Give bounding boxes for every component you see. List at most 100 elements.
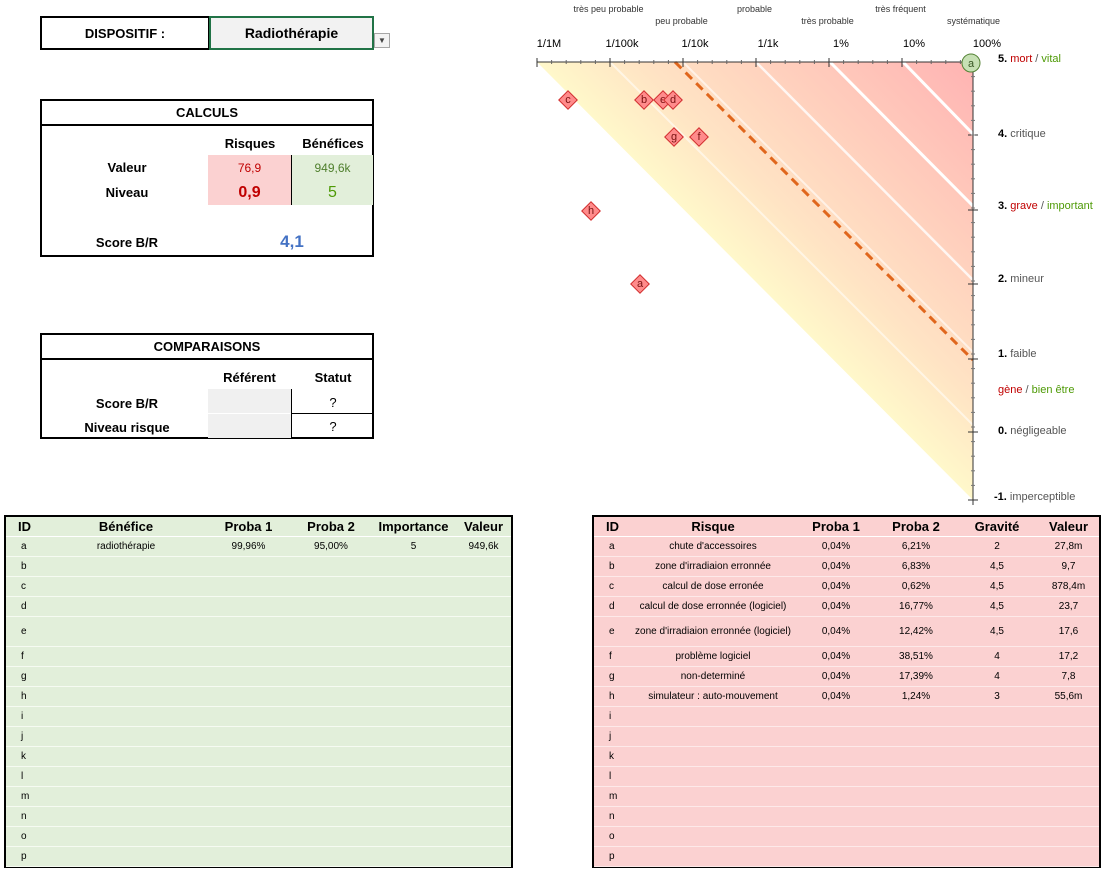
table-cell[interactable]: g: [21, 670, 27, 682]
table-row[interactable]: g: [6, 667, 511, 687]
table-row[interactable]: c: [6, 577, 511, 597]
table-cell[interactable]: 4,5: [990, 560, 1004, 572]
table-cell[interactable]: non-determiné: [680, 670, 746, 682]
table-cell[interactable]: m: [21, 790, 30, 802]
table-cell[interactable]: 0,04%: [821, 600, 851, 612]
niveau-benefices-cell[interactable]: 5: [292, 180, 373, 205]
table-row[interactable]: c calcul de dose erronée 0,04% 0,62% 4,5 878,…: [594, 577, 1099, 597]
table-cell[interactable]: h: [21, 690, 27, 702]
table-cell[interactable]: e: [21, 625, 27, 637]
table-cell[interactable]: i: [609, 710, 612, 722]
table-cell[interactable]: o: [21, 830, 27, 842]
table-row[interactable]: p: [6, 847, 511, 867]
table-cell[interactable]: a: [609, 540, 615, 552]
table-row[interactable]: n: [6, 807, 511, 827]
table-cell[interactable]: e: [609, 625, 615, 637]
table-row[interactable]: o: [594, 827, 1099, 847]
table-cell[interactable]: radiothérapie: [96, 540, 156, 552]
table-row[interactable]: f: [6, 647, 511, 667]
table-cell[interactable]: 949,6k: [468, 540, 499, 552]
table-cell[interactable]: p: [609, 850, 615, 862]
table-cell[interactable]: 6,21%: [901, 540, 931, 552]
table-cell[interactable]: 878,4m: [1051, 580, 1086, 592]
table-cell[interactable]: d: [21, 600, 27, 612]
table-row[interactable]: j: [6, 727, 511, 747]
risk-marker[interactable]: b: [634, 90, 654, 110]
table-cell[interactable]: 0,04%: [821, 560, 851, 572]
table-cell[interactable]: g: [609, 670, 615, 682]
table-row[interactable]: g non-determiné 0,04% 17,39% 4 7,8: [594, 667, 1099, 687]
table-cell[interactable]: 0,04%: [821, 650, 851, 662]
table-row[interactable]: f problème logiciel 0,04% 38,51% 4 17,2: [594, 647, 1099, 667]
table-cell[interactable]: 17,2: [1058, 650, 1079, 662]
table-cell[interactable]: 3: [994, 690, 1000, 702]
table-row[interactable]: e zone d'irradiaion erronnée (logiciel) 0,…: [594, 617, 1099, 647]
table-cell[interactable]: m: [609, 790, 618, 802]
table-cell[interactable]: zone d'irradiaion erronnée: [655, 560, 771, 572]
table-cell[interactable]: i: [21, 710, 24, 722]
valeur-risques-cell[interactable]: 76,9: [208, 155, 291, 180]
table-row[interactable]: a chute d'accessoires 0,04% 6,21% 2 27,8m: [594, 537, 1099, 557]
table-row[interactable]: l: [594, 767, 1099, 787]
table-cell[interactable]: chute d'accessoires: [669, 540, 757, 552]
table-cell[interactable]: l: [609, 770, 612, 782]
table-row[interactable]: j: [594, 727, 1099, 747]
table-cell[interactable]: j: [609, 730, 612, 742]
table-cell[interactable]: 7,8: [1061, 670, 1076, 682]
table-row[interactable]: b zone d'irradiaion erronnée 0,04% 6,83% 4,5…: [594, 557, 1099, 577]
dispositif-value-cell[interactable]: Radiothérapie: [209, 16, 374, 50]
table-cell[interactable]: 27,8m: [1054, 540, 1083, 552]
table-cell[interactable]: 4,5: [990, 600, 1004, 612]
table-cell[interactable]: f: [21, 650, 24, 662]
table-cell[interactable]: 17,6: [1058, 625, 1079, 637]
table-cell[interactable]: calcul de dose erronnée (logiciel): [639, 600, 787, 612]
table-row[interactable]: d: [6, 597, 511, 617]
table-row[interactable]: d calcul de dose erronnée (logiciel) 0,04%…: [594, 597, 1099, 617]
table-cell[interactable]: c: [609, 580, 614, 592]
table-cell[interactable]: 0,04%: [821, 540, 851, 552]
table-cell[interactable]: h: [609, 690, 615, 702]
table-cell[interactable]: k: [21, 750, 26, 762]
table-cell[interactable]: 95,00%: [314, 540, 348, 552]
table-cell[interactable]: 16,77%: [899, 600, 933, 612]
table-row[interactable]: h simulateur : auto-mouvement 0,04% 1,24% 3 5…: [594, 687, 1099, 707]
table-cell[interactable]: 0,04%: [821, 690, 851, 702]
referent-score-input[interactable]: [208, 389, 291, 413]
table-cell[interactable]: p: [21, 850, 27, 862]
table-cell[interactable]: n: [609, 810, 615, 822]
table-cell[interactable]: 12,42%: [899, 625, 933, 637]
table-cell[interactable]: d: [609, 600, 615, 612]
risk-marker[interactable]: d: [663, 90, 683, 110]
table-cell[interactable]: a: [21, 540, 27, 552]
table-cell[interactable]: 2: [994, 540, 1000, 552]
table-cell[interactable]: 4,5: [990, 580, 1004, 592]
table-cell[interactable]: 55,6m: [1054, 690, 1083, 702]
table-row[interactable]: a radiothérapie 99,96% 95,00% 5 949,6k: [6, 537, 511, 557]
table-cell[interactable]: 5: [410, 540, 417, 552]
table-row[interactable]: i: [6, 707, 511, 727]
table-cell[interactable]: 0,04%: [821, 670, 851, 682]
table-cell[interactable]: 6,83%: [901, 560, 931, 572]
risk-marker[interactable]: h: [581, 201, 601, 221]
table-row[interactable]: p: [594, 847, 1099, 867]
table-row[interactable]: k: [594, 747, 1099, 767]
niveau-risques-cell[interactable]: 0,9: [208, 180, 291, 205]
table-cell[interactable]: o: [609, 830, 615, 842]
table-cell[interactable]: 4: [994, 670, 1000, 682]
table-cell[interactable]: 23,7: [1058, 600, 1079, 612]
table-cell[interactable]: 1,24%: [901, 690, 931, 702]
table-row[interactable]: m: [6, 787, 511, 807]
table-row[interactable]: m: [594, 787, 1099, 807]
table-row[interactable]: k: [6, 747, 511, 767]
table-row[interactable]: i: [594, 707, 1099, 727]
table-cell[interactable]: problème logiciel: [675, 650, 751, 662]
table-cell[interactable]: c: [21, 580, 26, 592]
risk-marker[interactable]: a: [630, 274, 650, 294]
table-cell[interactable]: b: [21, 560, 27, 572]
dropdown-button[interactable]: ▼: [374, 33, 390, 48]
table-row[interactable]: n: [594, 807, 1099, 827]
table-cell[interactable]: f: [609, 650, 612, 662]
table-cell[interactable]: 9,7: [1061, 560, 1076, 572]
table-cell[interactable]: 38,51%: [899, 650, 933, 662]
table-cell[interactable]: 0,04%: [821, 580, 851, 592]
